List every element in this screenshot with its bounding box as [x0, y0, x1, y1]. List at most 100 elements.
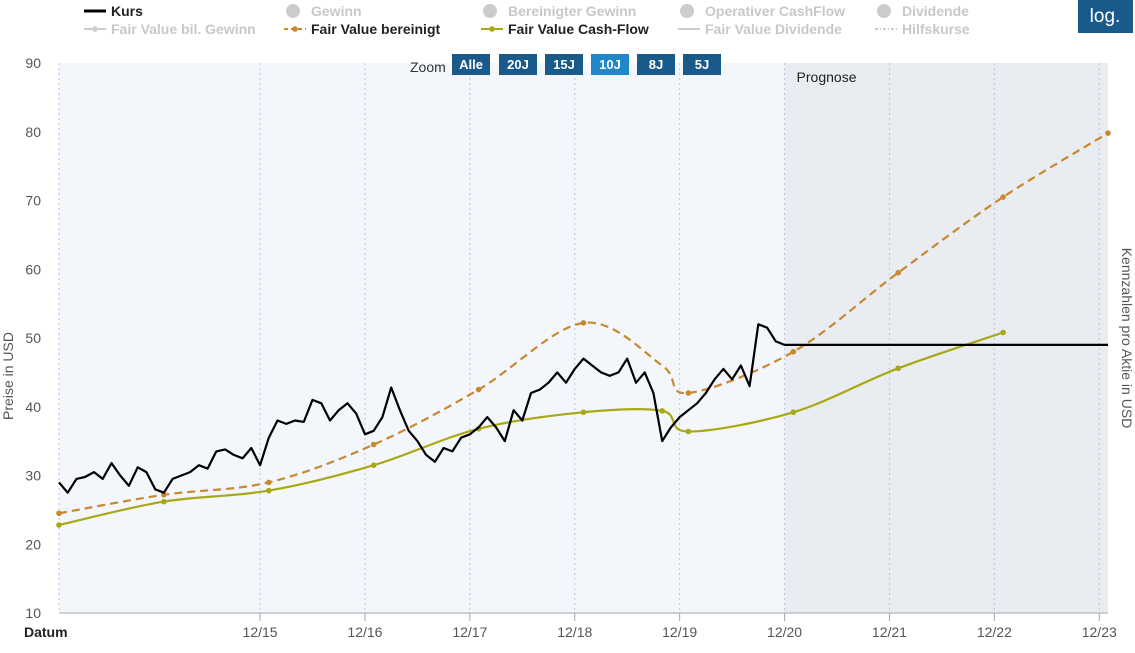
legend-symbol: [680, 4, 694, 18]
zoom-button-bg[interactable]: [452, 54, 490, 75]
zoom-button-bg[interactable]: [499, 54, 537, 75]
data-point-fair-value-bereinigt: [370, 441, 377, 448]
series-line-fair-value-cash-flow: [58, 331, 1004, 527]
history-background: [59, 63, 785, 613]
zoom-button-5j[interactable]: 5J: [683, 54, 721, 75]
x-tick-label: 12/18: [557, 624, 592, 640]
axes: 12/15 12/16 12/17 12/18 12/19 12/20 12/21 12/22…: [25, 55, 1117, 640]
legend-item-gewinn[interactable]: Gewinn: [286, 3, 362, 19]
data-point-fair-value-bereinigt: [56, 510, 62, 517]
legend-label: Kurs: [111, 3, 143, 19]
legend-item-kurs[interactable]: Kurs: [84, 3, 143, 19]
data-point-fair-value-cash-flow: [1000, 329, 1006, 336]
data-point-fair-value-bereinigt: [790, 348, 797, 355]
zoom-bar: Zoom Alle 20J 15J 10J 8J 5J: [410, 54, 721, 75]
data-point-fair-value-cash-flow: [56, 522, 62, 528]
log-scale-button[interactable]: log.: [1078, 0, 1133, 33]
data-point-fair-value-cash-flow: [790, 409, 797, 416]
legend-symbol-dot: [292, 26, 298, 32]
legend-symbol: [286, 4, 300, 18]
data-point-fair-value-cash-flow: [370, 462, 377, 468]
y-tick-label: 70: [25, 193, 41, 209]
series-layer: [56, 130, 1111, 528]
zoom-button-bg[interactable]: [637, 54, 675, 75]
legend-item-fair-value-dividende[interactable]: Fair Value Dividende: [678, 21, 842, 37]
zoom-button-label[interactable]: Alle: [459, 57, 483, 72]
legend-label: Fair Value bil. Gewinn: [111, 21, 256, 37]
data-point-fair-value-cash-flow: [895, 365, 901, 372]
data-point-fair-value-cash-flow: [685, 428, 692, 435]
x-tick-label: 12/16: [347, 624, 382, 640]
legend-item-fair-value-cash-flow[interactable]: Fair Value Cash-Flow: [481, 21, 649, 37]
legend-item-operativer-cashflow[interactable]: Operativer CashFlow: [680, 3, 845, 19]
data-point-fair-value-cash-flow: [659, 408, 665, 414]
zoom-button-label[interactable]: 20J: [507, 57, 529, 72]
zoom-button-label[interactable]: 10J: [599, 57, 621, 72]
legend-item-fair-value-bil-gewinn[interactable]: Fair Value bil. Gewinn: [84, 21, 256, 37]
zoom-button-10j[interactable]: 10J: [591, 54, 629, 75]
legend-label: Fair Value Cash-Flow: [508, 21, 649, 37]
zoom-button-alle[interactable]: Alle: [452, 54, 490, 75]
zoom-button-bg[interactable]: [591, 54, 629, 75]
legend-item-bereinigter-gewinn[interactable]: Bereinigter Gewinn: [483, 3, 636, 19]
x-tick-label: 12/21: [872, 624, 907, 640]
data-point-fair-value-bereinigt: [685, 390, 692, 396]
forecast-background: [784, 63, 1108, 613]
legend-label: Hilfskurse: [902, 21, 970, 37]
y-tick-label: 60: [25, 261, 41, 277]
legend-item-fair-value-bereinigt[interactable]: Fair Value bereinigt: [284, 21, 440, 37]
y-tick-label: 10: [25, 605, 41, 621]
legend-item-hilfskurse[interactable]: Hilfskurse: [875, 21, 970, 37]
log-button-label[interactable]: log.: [1090, 6, 1121, 27]
data-point-fair-value-bereinigt: [895, 269, 901, 276]
legend-symbol: [483, 4, 497, 18]
y-axis-title: Preise in USD: [0, 332, 16, 420]
zoom-button-20j[interactable]: 20J: [499, 54, 537, 75]
grid-lines: [58, 63, 1100, 613]
zoom-button-label[interactable]: 5J: [695, 57, 709, 72]
zoom-button-bg[interactable]: [545, 54, 583, 75]
log-button-bg[interactable]: [1078, 0, 1133, 33]
x-tick-label: 12/23: [1082, 624, 1117, 640]
zoom-label: Zoom: [410, 59, 446, 75]
y-tick-label: 50: [25, 330, 41, 346]
x-axis-title: Datum: [24, 624, 68, 640]
x-tick-label: 12/20: [767, 624, 802, 640]
legend: Kurs Gewinn Bereinigter Gewinn Operativer C…: [84, 3, 970, 37]
legend-label: Gewinn: [311, 3, 362, 19]
y-tick-label: 30: [25, 468, 41, 484]
data-point-fair-value-bereinigt: [1000, 194, 1006, 200]
legend-symbol-dot: [489, 26, 495, 32]
legend-label: Dividende: [902, 3, 969, 19]
y-tick-label: 90: [25, 55, 41, 71]
y-tick-label: 20: [25, 536, 41, 552]
zoom-button-label[interactable]: 8J: [649, 57, 663, 72]
x-tick-label: 12/19: [662, 624, 697, 640]
data-point-fair-value-cash-flow: [266, 487, 272, 494]
legend-item-dividende[interactable]: Dividende: [877, 3, 969, 19]
zoom-button-15j[interactable]: 15J: [545, 54, 583, 75]
legend-label: Bereinigter Gewinn: [508, 3, 636, 19]
series-line-kurs: [58, 323, 1108, 494]
x-tick-label: 12/17: [452, 624, 487, 640]
zoom-button-label[interactable]: 15J: [553, 57, 575, 72]
zoom-button-bg[interactable]: [683, 54, 721, 75]
data-point-fair-value-bereinigt: [475, 386, 482, 393]
x-tick-label: 12/22: [977, 624, 1012, 640]
data-point-fair-value-bereinigt: [266, 479, 272, 486]
data-point-fair-value-bereinigt: [580, 320, 587, 326]
y2-axis-title: Kennzahlen pro Aktie in USD: [1119, 248, 1135, 429]
legend-symbol-dot: [92, 26, 98, 32]
zoom-button-8j[interactable]: 8J: [637, 54, 675, 75]
data-point-fair-value-cash-flow: [580, 409, 587, 416]
legend-label: Fair Value Dividende: [705, 21, 842, 37]
data-point-fair-value-cash-flow: [161, 498, 167, 505]
data-point-fair-value-bereinigt: [161, 491, 167, 498]
data-point-fair-value-bereinigt: [1105, 130, 1111, 136]
legend-symbol: [877, 4, 891, 18]
series-line-fair-value-bereinigt: [58, 132, 1109, 515]
legend-label: Fair Value bereinigt: [311, 21, 440, 37]
legend-label: Operativer CashFlow: [705, 3, 845, 19]
x-tick-label: 12/15: [243, 624, 278, 640]
